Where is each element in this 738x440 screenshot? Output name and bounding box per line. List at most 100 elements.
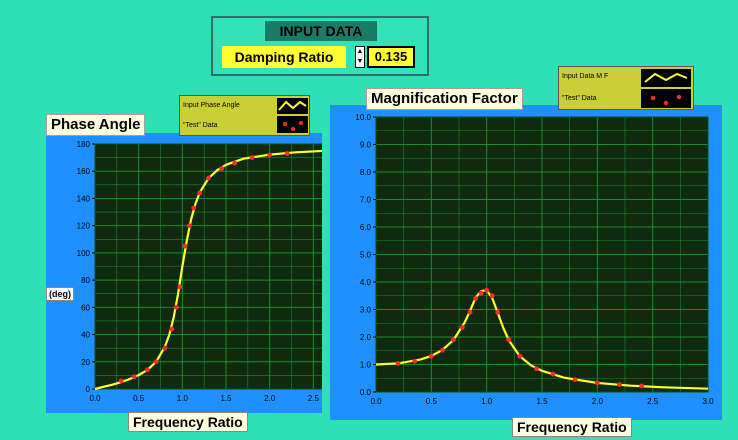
test-data-point	[495, 309, 501, 315]
x-tick-label: 2.0	[592, 397, 604, 406]
y-tick-label: 140	[77, 194, 91, 203]
x-tick-label: 1.5	[536, 397, 548, 406]
phase-angle-title: Phase Angle	[46, 114, 146, 136]
x-tick-label: 1.0	[177, 394, 189, 403]
y-tick-label: 3.0	[360, 306, 372, 315]
test-data-point	[478, 290, 484, 296]
test-data-point	[517, 353, 523, 359]
y-tick-label: 60	[81, 303, 90, 312]
test-data-point	[534, 366, 539, 372]
test-data-point	[206, 175, 211, 181]
y-tick-label: 10.0	[355, 113, 371, 122]
y-tick-label: 0.0	[360, 388, 372, 397]
y-tick-label: 8.0	[360, 168, 372, 177]
test-data-point	[459, 324, 465, 330]
y-tick-label: 120	[77, 222, 91, 231]
legend-phase-test: "Test" Data	[183, 122, 218, 129]
test-data-point	[177, 284, 183, 290]
x-tick-label: 3.0	[702, 397, 714, 406]
test-data-point	[197, 190, 203, 196]
stepper-up-arrow-icon[interactable]: ▲	[356, 48, 364, 55]
test-data-point	[145, 367, 150, 373]
y-tick-label: 160	[77, 167, 91, 176]
y-tick-label: 80	[81, 276, 90, 285]
phase-angle-xlabel: Frequency Ratio	[128, 412, 248, 432]
test-data-point	[191, 205, 197, 211]
plot-border	[94, 143, 322, 390]
y-tick-label: 0	[86, 385, 91, 394]
legend-mf-points-swatch	[641, 89, 691, 108]
test-data-point	[550, 371, 556, 377]
y-tick-label: 40	[81, 331, 90, 340]
y-tick-label: 5.0	[360, 251, 372, 260]
legend-line-swatch-icon	[278, 100, 307, 111]
x-tick-label: 0.5	[133, 394, 145, 403]
test-data-point	[506, 337, 512, 343]
test-data-point	[249, 155, 255, 161]
legend-mf-points-swatch-icon	[650, 94, 682, 106]
magnification-chart: 0.0 0.5 1.0 1.5 2.0 2.5 3.0 0.0 1.0 2.0 3.0 4.0 5.0 6…	[355, 113, 714, 406]
x-tick-label: 1.0	[481, 397, 493, 406]
test-data-point	[169, 326, 175, 332]
x-tick-label: 2.0	[264, 394, 276, 403]
test-data-point	[153, 359, 159, 365]
y-tick-label: 7.0	[360, 196, 372, 205]
legend-mf-line-swatch	[641, 69, 691, 87]
input-data-title: INPUT DATA	[265, 21, 377, 41]
y-tick-label: 100	[77, 249, 91, 258]
test-data-point	[395, 361, 401, 366]
legend-points-swatch	[277, 116, 308, 133]
y-tick-label: 6.0	[360, 223, 372, 232]
test-data-point	[412, 358, 418, 364]
phase-angle-legend: Input Phase Angle "Test" Data	[179, 95, 310, 136]
legend-mf-input: Input Data M F	[562, 73, 609, 80]
stepper-down-arrow-icon[interactable]: ▼	[356, 58, 364, 65]
magnification-legend: Input Data M F "Test" Data	[558, 66, 694, 110]
damping-ratio-label: Damping Ratio	[222, 46, 346, 68]
magnification-title: Magnification Factor	[366, 88, 523, 110]
series-line	[94, 149, 322, 391]
legend-mf-test: "Test" Data	[562, 95, 597, 102]
y-tick-label: 180	[77, 140, 91, 149]
x-tick-label: 2.5	[647, 397, 659, 406]
y-tick-label: 9.0	[360, 141, 372, 150]
test-data-point	[451, 337, 456, 343]
test-data-point	[173, 304, 179, 310]
test-data-point	[162, 345, 168, 351]
x-tick-label: 0.5	[426, 397, 438, 406]
test-data-point	[484, 287, 490, 293]
test-data-point	[186, 223, 192, 229]
legend-mf-line-swatch-icon	[644, 72, 688, 83]
magnification-xlabel: Frequency Ratio	[512, 417, 632, 437]
x-tick-label: 1.5	[220, 394, 232, 403]
legend-line-swatch	[277, 98, 308, 114]
test-data-point	[428, 353, 434, 359]
test-data-point	[182, 243, 188, 249]
test-data-point	[284, 151, 290, 156]
phase-angle-ylabel: (deg)	[46, 287, 74, 301]
test-data-point	[440, 347, 445, 353]
test-data-point	[489, 293, 495, 299]
phase-angle-chart: 0.00.51.01.52.02.53.00204060801001201401…	[77, 140, 322, 403]
y-tick-label: 2.0	[360, 333, 372, 342]
test-data-point	[572, 377, 578, 383]
test-data-point	[617, 382, 622, 387]
test-data-point	[467, 309, 473, 315]
damping-ratio-input[interactable]: 0.135	[367, 46, 415, 68]
test-data-point	[118, 378, 124, 384]
test-data-point	[267, 152, 273, 158]
x-tick-label: 0.0	[370, 397, 382, 406]
test-data-point	[219, 166, 225, 171]
test-data-point	[131, 374, 137, 380]
test-data-point	[232, 160, 238, 166]
x-tick-label: 0.0	[89, 394, 101, 403]
legend-phase-input: Input Phase Angle	[183, 102, 240, 109]
y-tick-label: 1.0	[360, 361, 372, 370]
test-data-point	[639, 383, 644, 389]
test-data-point	[594, 380, 600, 386]
x-tick-label: 2.5	[308, 394, 320, 403]
damping-ratio-stepper[interactable]: ▲ ▼	[355, 46, 365, 68]
test-data-point	[473, 296, 478, 301]
y-tick-label: 4.0	[360, 278, 372, 287]
y-tick-label: 20	[81, 358, 90, 367]
